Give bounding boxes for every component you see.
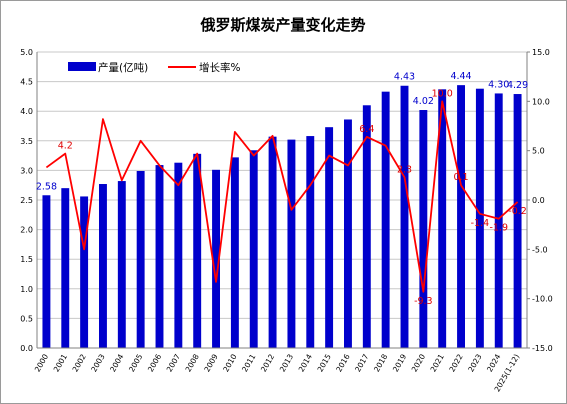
y-left-tick-label: 2.5: [20, 196, 33, 205]
bar-value-label: 4.43: [394, 72, 415, 83]
growth-value-label: 10.0: [432, 88, 453, 99]
bar: [344, 119, 352, 348]
bars: [42, 85, 522, 349]
y-right-tick-label: -15.0: [532, 344, 553, 353]
x-tick-label: 2014: [297, 352, 314, 373]
y-left-tick-label: 4.5: [20, 78, 33, 87]
y-left-tick-label: 0.5: [20, 314, 33, 323]
bar: [212, 169, 220, 348]
bar: [61, 188, 70, 348]
y-left-tick-label: 0.0: [20, 344, 33, 353]
x-tick-label: 2023: [466, 352, 483, 373]
bar-value-label: 4.30: [488, 79, 509, 90]
growth-value-label: -0.2: [508, 206, 527, 217]
x-tick-label: 2004: [108, 352, 125, 373]
y-left-tick-label: 2.0: [20, 226, 33, 235]
y-left-tick-label: 3.0: [20, 166, 33, 175]
y-left-tick-label: 1.5: [20, 255, 33, 264]
bar: [249, 150, 258, 348]
x-tick-label: 2013: [278, 352, 295, 373]
bar: [174, 162, 183, 348]
bar: [117, 181, 126, 348]
x-tick-label: 2019: [391, 352, 408, 373]
growth-line: [45, 100, 519, 293]
growth-value-label: -1.4: [471, 218, 490, 229]
x-tick-label: 2024: [485, 352, 502, 373]
y-right-tick-label: -5.0: [532, 245, 548, 254]
y-left-tick-label: 3.5: [20, 137, 33, 146]
bar: [306, 136, 315, 348]
bar: [475, 88, 484, 348]
x-tick-label: 2010: [221, 352, 238, 373]
bar-value-label: 2.58: [36, 181, 57, 192]
bar: [42, 195, 51, 348]
y-right-tick-label: 0.0: [532, 196, 545, 205]
y-right-tick-label: 15.0: [532, 48, 550, 57]
legend: 产量(亿吨) 增长率%: [68, 61, 240, 74]
x-tick-label: 2003: [89, 352, 106, 373]
x-tick-label: 2016: [334, 352, 351, 373]
growth-value-label: -9.3: [414, 296, 433, 307]
legend-swatch-output: [68, 62, 96, 71]
legend-label-output: 产量(亿吨): [98, 61, 148, 74]
bar: [494, 93, 503, 348]
x-tick-label: 2002: [71, 352, 88, 373]
growth-value-label: -1.9: [489, 223, 508, 234]
growth-line-path: [45, 100, 519, 293]
bar-value-label: 4.44: [450, 71, 471, 82]
bar: [419, 110, 428, 349]
legend-label-growth: 增长率%: [199, 61, 240, 74]
bar: [400, 85, 409, 348]
x-tick-label: 2022: [447, 352, 464, 373]
data-labels: 2.58 4.43 4.02 4.44 4.304.29 4.2 6.4 2.3 -9.3 10.…: [36, 71, 528, 307]
bar: [80, 196, 89, 348]
y-right-tick-label: 5.0: [532, 147, 545, 156]
x-tick-label: 2018: [372, 352, 389, 373]
x-tick-label: 2005: [127, 352, 144, 373]
bar: [193, 153, 202, 348]
x-tick-label: 2008: [184, 352, 201, 373]
x-tick-label: 2021: [429, 352, 446, 373]
grid: [37, 51, 527, 349]
x-tick-label: 2006: [146, 352, 163, 373]
x-tick-label: 2020: [410, 352, 427, 373]
x-tick-label: 2009: [202, 352, 219, 373]
bar-value-label: 4.29: [507, 80, 528, 91]
x-tick-label: 2001: [52, 352, 69, 373]
x-tick-label: 2007: [165, 352, 182, 373]
bar-value-label: 4.02: [413, 96, 434, 107]
growth-value-label: 6.4: [359, 124, 374, 135]
bar: [438, 89, 447, 349]
bar: [268, 136, 277, 348]
x-tick-label: 2012: [259, 352, 276, 373]
y-left-tick-label: 5.0: [20, 48, 33, 57]
bar: [513, 94, 522, 348]
bar: [381, 91, 390, 348]
bar: [230, 157, 239, 348]
bar: [325, 127, 334, 349]
bar: [99, 184, 107, 348]
x-tick-label: 2017: [353, 352, 370, 373]
y-right-tick-label: 10.0: [532, 97, 550, 106]
y-left-tick-label: 4.0: [20, 107, 33, 116]
bar: [155, 165, 164, 348]
growth-value-label: 0.1: [453, 172, 468, 183]
x-tick-label: 2011: [240, 352, 257, 373]
bar: [287, 139, 296, 348]
x-tick-label: 2015: [316, 352, 333, 373]
bar: [457, 85, 465, 348]
y-left-tick-label: 1.0: [20, 285, 33, 294]
growth-value-label: 2.3: [397, 164, 412, 175]
growth-value-label: 4.2: [58, 141, 73, 152]
bar: [136, 170, 145, 348]
y-right-tick-label: -10.0: [532, 295, 553, 304]
bar: [362, 105, 371, 348]
chart-title: 俄罗斯煤炭产量变化走势: [199, 16, 365, 34]
x-tick-label: 2000: [33, 352, 50, 373]
